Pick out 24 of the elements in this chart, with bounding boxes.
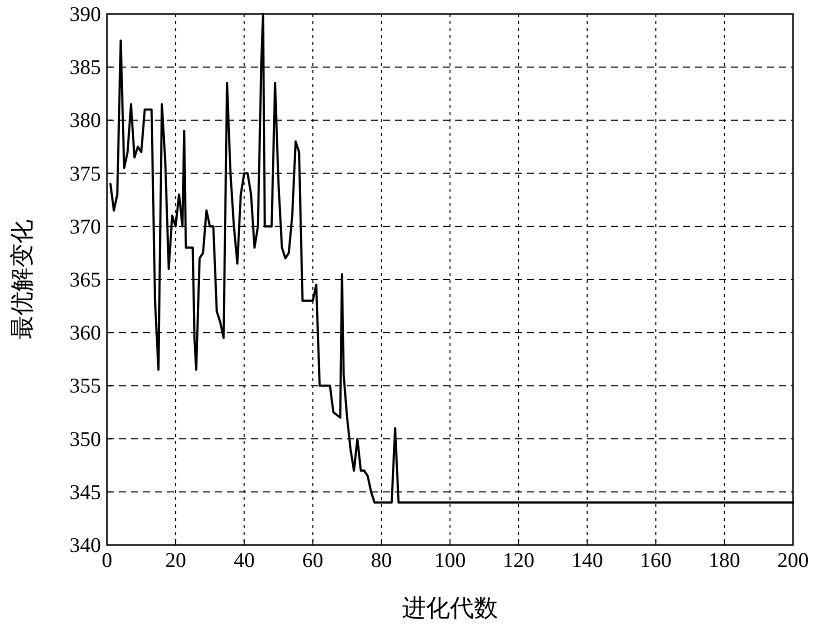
- y-tick-label: 345: [70, 480, 101, 504]
- y-tick-label: 355: [70, 374, 101, 398]
- x-tick-label: 200: [777, 548, 809, 572]
- x-tick-label: 60: [302, 548, 324, 572]
- y-axis-title: 最优解变化: [9, 220, 36, 340]
- y-tick-label: 375: [70, 161, 101, 186]
- x-tick-label: 80: [370, 548, 392, 572]
- y-tick-label: 365: [70, 268, 101, 292]
- x-tick-label: 0: [102, 548, 112, 572]
- y-tick-label: 340: [70, 533, 101, 557]
- x-tick-label: 120: [502, 548, 534, 572]
- x-tick-label: 20: [165, 548, 186, 572]
- y-tick-label: 370: [70, 214, 101, 238]
- y-tick-label: 385: [70, 55, 101, 80]
- x-tick-label: 160: [640, 548, 672, 572]
- x-tick-label: 100: [434, 548, 466, 572]
- x-tick-label: 40: [234, 548, 255, 572]
- x-tick-label: 180: [708, 548, 740, 572]
- y-tick-label: 360: [70, 320, 101, 345]
- x-tick-label: 140: [571, 548, 603, 572]
- y-tick-label: 350: [70, 426, 101, 451]
- y-tick-label: 390: [70, 2, 101, 26]
- x-axis-title: 进化代数: [402, 596, 498, 622]
- y-tick-label: 380: [70, 108, 101, 132]
